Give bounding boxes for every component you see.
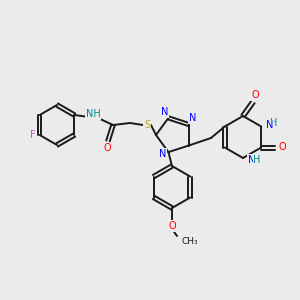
Text: O: O bbox=[278, 142, 286, 152]
Text: O: O bbox=[103, 143, 111, 153]
Text: N: N bbox=[266, 121, 274, 130]
Text: N: N bbox=[159, 149, 166, 159]
Text: NH: NH bbox=[85, 109, 100, 119]
Text: N: N bbox=[189, 113, 196, 123]
Text: S: S bbox=[144, 120, 150, 130]
Text: O: O bbox=[251, 90, 259, 100]
Text: H: H bbox=[253, 155, 261, 165]
Text: H: H bbox=[271, 118, 278, 128]
Text: N: N bbox=[161, 107, 168, 117]
Text: F: F bbox=[30, 130, 35, 140]
Text: O: O bbox=[168, 221, 176, 231]
Text: N: N bbox=[248, 155, 255, 165]
Text: CH₃: CH₃ bbox=[182, 236, 199, 245]
